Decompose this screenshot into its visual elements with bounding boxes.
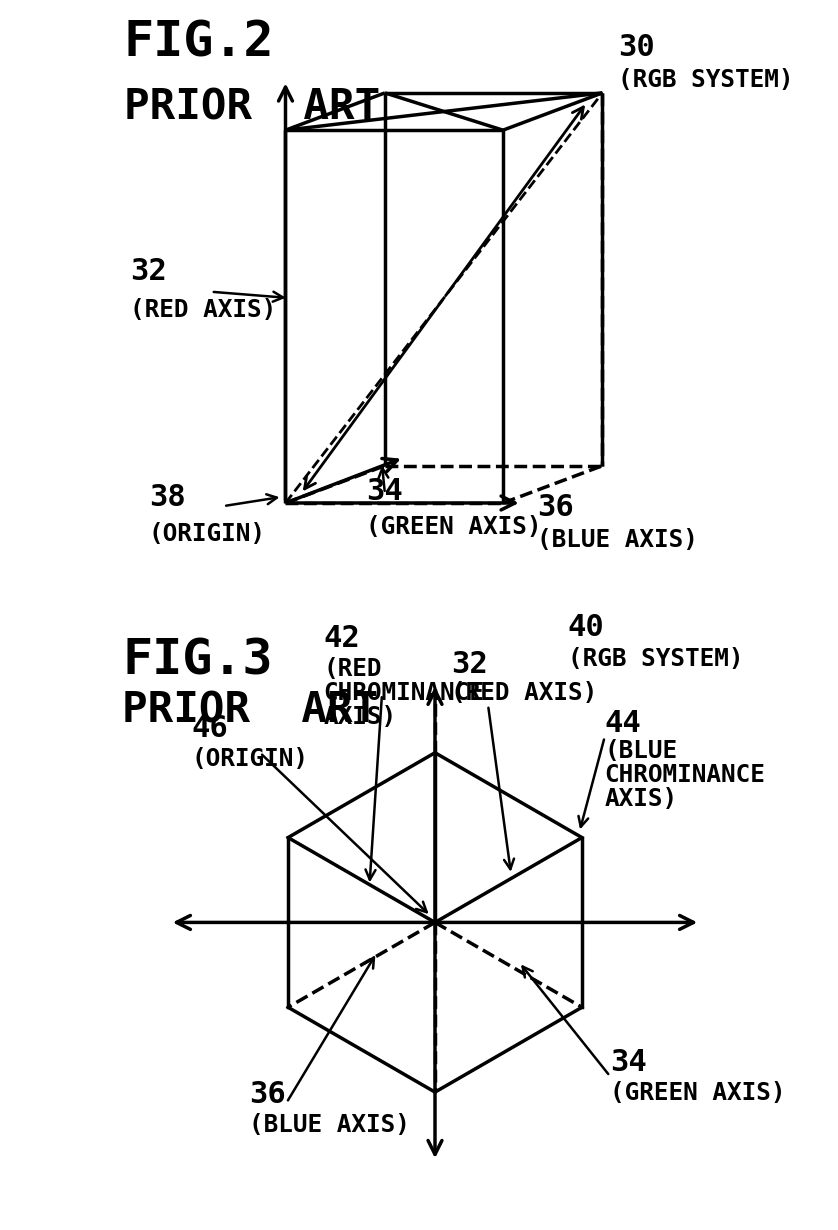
Text: AXIS): AXIS) [604, 787, 678, 811]
Text: (RGB SYSTEM): (RGB SYSTEM) [618, 68, 794, 92]
Text: (RED AXIS): (RED AXIS) [130, 298, 277, 322]
Text: 34: 34 [366, 477, 403, 506]
Text: FIG.2: FIG.2 [124, 18, 275, 66]
Text: CHROMINANCE: CHROMINANCE [604, 763, 765, 787]
Text: FIG.3: FIG.3 [122, 636, 272, 684]
Text: 34: 34 [610, 1048, 647, 1077]
Text: (RED AXIS): (RED AXIS) [451, 681, 597, 705]
Text: (RGB SYSTEM): (RGB SYSTEM) [567, 647, 743, 670]
Text: 36: 36 [250, 1080, 286, 1108]
Text: 46: 46 [191, 713, 228, 743]
Text: 44: 44 [604, 708, 641, 738]
Text: 38: 38 [149, 483, 185, 512]
Text: (RED: (RED [323, 657, 382, 681]
Text: (BLUE AXIS): (BLUE AXIS) [537, 528, 698, 552]
Text: 32: 32 [130, 257, 167, 285]
Text: 36: 36 [537, 492, 574, 522]
Text: 40: 40 [567, 614, 604, 642]
Text: 30: 30 [618, 33, 654, 62]
Text: PRIOR  ART: PRIOR ART [124, 87, 380, 129]
Text: 32: 32 [451, 651, 488, 679]
Text: (BLUE: (BLUE [604, 739, 678, 763]
Text: AXIS): AXIS) [323, 705, 396, 728]
Text: (ORIGIN): (ORIGIN) [149, 522, 266, 545]
Text: (GREEN AXIS): (GREEN AXIS) [366, 515, 541, 539]
Text: CHROMINANCE: CHROMINANCE [323, 681, 484, 705]
Text: PRIOR  ART: PRIOR ART [122, 689, 378, 731]
Text: 42: 42 [323, 624, 360, 653]
Text: (ORIGIN): (ORIGIN) [191, 747, 308, 771]
Text: (GREEN AXIS): (GREEN AXIS) [610, 1081, 785, 1105]
Text: (BLUE AXIS): (BLUE AXIS) [250, 1113, 410, 1137]
